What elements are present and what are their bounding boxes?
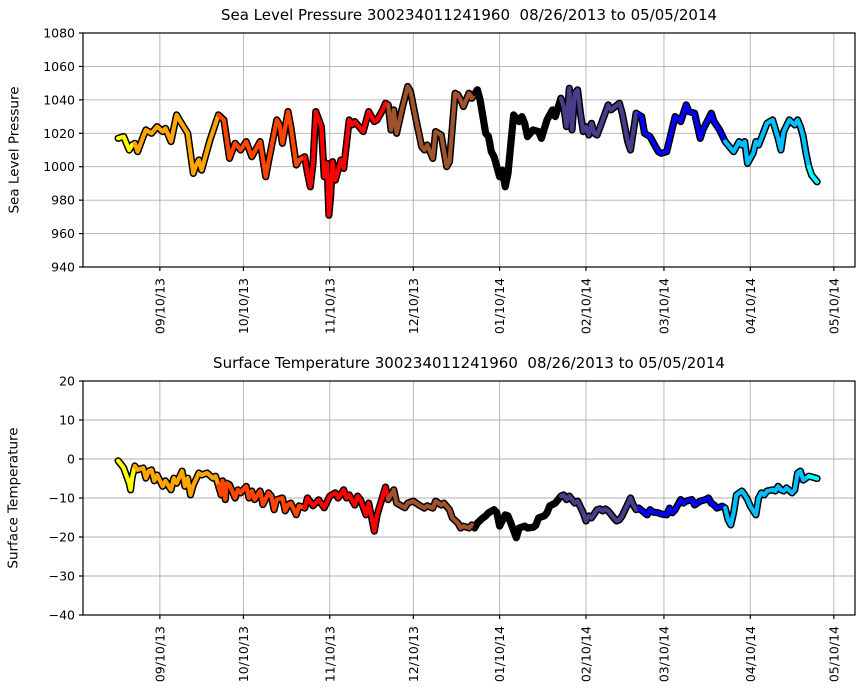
x-tick-label: 09/10/13	[152, 626, 167, 682]
surface-temperature-segment-nov-2013	[302, 485, 391, 534]
x-tick-label: 02/10/14	[578, 278, 593, 334]
y-tick-label: −10	[49, 491, 75, 506]
surface-temperature-segment-dec-2013	[386, 487, 477, 531]
sea-level-pressure-segment-apr-2014	[723, 117, 811, 169]
x-tick-label: 03/10/14	[656, 278, 671, 334]
x-tick-label: 12/10/13	[406, 278, 421, 334]
tick-labels: −40 −30 −20 −10 0 10 20 09/10/13 10/10/13 11/10/1…	[49, 374, 842, 683]
y-tick-label: 1060	[43, 59, 75, 74]
sea-level-pressure-segment-may-2014	[806, 164, 820, 184]
sea-level-pressure-segment-dec-2013	[386, 84, 477, 169]
pressure-chart-title: Sea Level Pressure 300234011241960 08/26…	[220, 6, 718, 24]
tick-labels: 940 960 980 1000 1020 1040 1060 1080 09/10/13 10/…	[43, 26, 841, 335]
pressure-chart: 940 960 980 1000 1020 1040 1060 1080 09/10/13 10/…	[43, 26, 856, 335]
x-tick-label: 12/10/13	[406, 626, 421, 682]
x-tick-label: 09/10/13	[152, 278, 167, 334]
grid	[83, 32, 855, 268]
x-tick-label: 10/10/13	[236, 278, 251, 334]
y-tick-label: 1040	[43, 92, 75, 107]
surface-temperature-segment-apr-2014	[723, 469, 811, 528]
x-tick-label: 11/10/13	[322, 278, 337, 334]
axes-frame	[82, 32, 856, 268]
y-tick-label: 960	[51, 226, 75, 241]
x-tick-label: 04/10/14	[743, 278, 758, 334]
temperature-chart: −40 −30 −20 −10 0 10 20 09/10/13 10/10/13 11/10/1…	[49, 374, 856, 683]
x-tick-label: 05/10/14	[826, 626, 841, 682]
sea-level-pressure-segment-jan-2014	[472, 87, 564, 189]
surface-temperature-segment-aug-2013	[115, 458, 137, 492]
surface-temperature-segment-feb-2014	[558, 492, 642, 524]
y-tick-label: 20	[59, 374, 75, 389]
surface-temperature-segment-may-2014	[806, 474, 820, 481]
y-tick-label: 980	[51, 193, 75, 208]
x-tick-label: 03/10/14	[656, 626, 671, 682]
temperature-chart-title: Surface Temperature 300234011241960 08/2…	[213, 354, 725, 372]
sea-level-pressure-segment-feb-2014	[558, 86, 642, 153]
sea-level-pressure-segment-aug-2013	[115, 134, 137, 153]
sea-level-pressure-segment-sep-2013	[132, 112, 221, 176]
sea-level-pressure-segment-oct-2013	[216, 109, 307, 179]
x-tick-label: 05/10/14	[826, 278, 841, 334]
surface-temperature-segment-sep-2013	[132, 463, 221, 497]
y-tick-label: 10	[59, 413, 75, 428]
x-tick-label: 01/10/14	[492, 278, 507, 334]
sea-level-pressure-segment-mar-2014	[636, 102, 728, 156]
x-tick-label: 10/10/13	[236, 626, 251, 682]
y-tick-label: 0	[67, 452, 75, 467]
surface-temperature-segment-oct-2013	[216, 478, 307, 517]
y-tick-label: −30	[49, 569, 75, 584]
x-tick-label: 11/10/13	[322, 626, 337, 682]
x-tick-label: 04/10/14	[743, 626, 758, 682]
y-tick-label: 1020	[43, 126, 75, 141]
y-tick-label: 940	[51, 260, 75, 275]
x-tick-label: 02/10/14	[578, 626, 593, 682]
y-tick-label: 1080	[43, 26, 75, 41]
y-tick-label: −20	[49, 530, 75, 545]
y-tick-label: 1000	[43, 159, 75, 174]
sea-level-pressure-segment-nov-2013	[302, 101, 391, 218]
surface-temperature-segment-mar-2014	[636, 495, 728, 517]
surface-temperature-segment-jan-2014	[472, 494, 564, 540]
sea-level-pressure-outline	[114, 82, 821, 219]
y-tick-label: −40	[49, 608, 75, 623]
x-tick-label: 01/10/14	[492, 626, 507, 682]
